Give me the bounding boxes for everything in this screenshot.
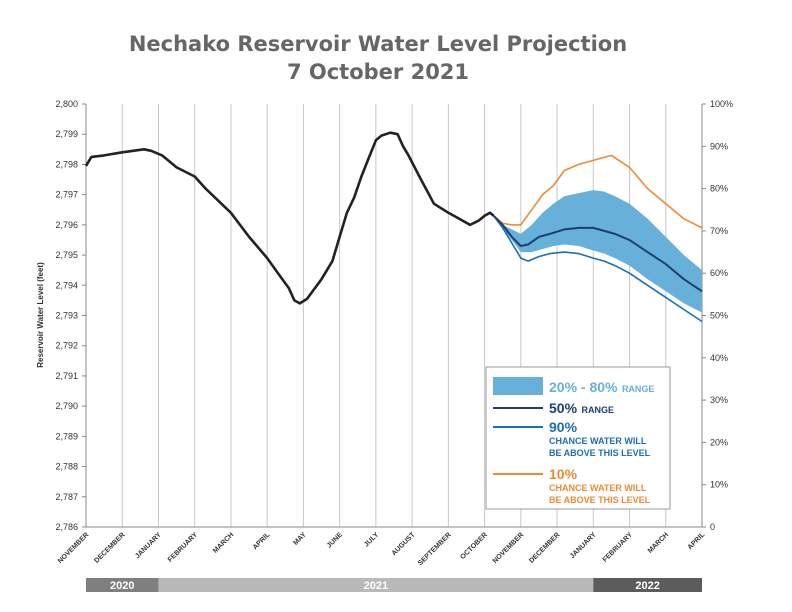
legend-band-label: 20% - 80% RANGE	[549, 379, 654, 396]
x-tick-label: APRIL	[252, 531, 272, 551]
x-axis: NOVEMBER DECEMBER JANUARY FEBRUARY MARCH APRI…	[57, 531, 707, 567]
y-tick-label: 2,791	[55, 371, 78, 381]
y-axis-label: Reservoir Water Level (feet)	[36, 262, 45, 368]
y2-tick-label: 30%	[710, 395, 728, 405]
y2-tick-label: 100%	[710, 99, 733, 109]
year-label: 2021	[364, 580, 388, 592]
series-line-p90	[492, 215, 703, 323]
y2-tick-label: 80%	[710, 184, 728, 194]
legend-p10-line2: BE ABOVE THIS LEVEL	[549, 495, 651, 505]
x-tick-label: DECEMBER	[93, 531, 126, 564]
legend-p90-line1: CHANCE WATER WILL	[549, 436, 647, 446]
legend-p10-line1: CHANCE WATER WILL	[549, 483, 647, 493]
y-tick-label: 2,795	[55, 250, 78, 260]
y2-tick-label: 20%	[710, 437, 728, 447]
legend-p50-label: 50% RANGE	[549, 400, 614, 417]
y-axis-left: 2,786 2,787 2,788 2,789 2,790 2,791 2,792 2,793…	[55, 99, 86, 532]
y-tick-label: 2,799	[55, 129, 78, 139]
y2-tick-label: 70%	[710, 226, 728, 236]
chart-title-line2: 7 October 2021	[287, 60, 469, 84]
year-bar: 2020 2021 2022	[86, 578, 702, 592]
y2-tick-label: 10%	[710, 480, 728, 490]
legend-band-swatch	[493, 377, 543, 395]
x-tick-label: JANUARY	[134, 531, 163, 560]
x-tick-label: JULY	[363, 531, 380, 548]
year-label: 2020	[110, 580, 134, 592]
series-line-history	[84, 131, 495, 305]
band-20-80	[493, 190, 702, 313]
y-tick-label: 2,790	[55, 401, 78, 411]
series-line-p10	[493, 154, 703, 229]
y2-tick-label: 90%	[710, 141, 728, 151]
y2-tick-label: 60%	[710, 268, 728, 278]
x-tick-label: DECEMBER	[528, 531, 561, 564]
x-tick-label: OCTOBER	[459, 531, 489, 561]
x-tick-label: APRIL	[687, 531, 707, 551]
x-tick-label: JUNE	[326, 531, 344, 549]
x-tick-label: AUGUST	[391, 531, 417, 557]
x-tick-label: NOVEMBER	[492, 531, 526, 565]
y-tick-label: 2,796	[55, 220, 78, 230]
x-tick-label: SEPTEMBER	[417, 531, 453, 567]
x-tick-label: JANUARY	[569, 531, 598, 560]
x-tick-label: MARCH	[212, 531, 235, 554]
year-label: 2022	[635, 580, 659, 592]
year-segment	[158, 578, 594, 592]
y-tick-label: 2,797	[55, 190, 78, 200]
legend-p10-label: 10%	[549, 466, 578, 482]
y-tick-label: 2,787	[55, 492, 78, 502]
y2-tick-label: 50%	[710, 311, 728, 321]
y2-tick-label: 40%	[710, 353, 728, 363]
x-tick-label: MAY	[292, 531, 308, 547]
x-tick-label: FEBRUARY	[167, 531, 199, 563]
y-axis-right: 0 10% 20% 30% 40% 50% 60% 70% 80% 90% 100%	[702, 99, 733, 532]
x-tick-label: MARCH	[647, 531, 670, 554]
series-layer	[84, 131, 703, 323]
legend-p90-label: 90%	[549, 419, 578, 435]
series-line-p50	[492, 215, 703, 293]
year-segment	[593, 578, 702, 592]
y-tick-label: 2,786	[55, 522, 78, 532]
chart-title-line1: Nechako Reservoir Water Level Projection	[129, 32, 627, 56]
y-tick-label: 2,789	[55, 431, 78, 441]
y-tick-label: 2,792	[55, 341, 78, 351]
y-tick-label: 2,793	[55, 311, 78, 321]
y-tick-label: 2,800	[55, 99, 78, 109]
legend-p90-line2: BE ABOVE THIS LEVEL	[549, 448, 651, 458]
y2-tick-label: 0	[710, 522, 715, 532]
x-tick-label: NOVEMBER	[57, 531, 91, 565]
year-segment	[86, 578, 159, 592]
y-tick-label: 2,788	[55, 462, 78, 472]
y-tick-label: 2,798	[55, 159, 78, 169]
legend: 20% - 80% RANGE 50% RANGE 90% CHANCE WAT…	[485, 366, 671, 510]
x-tick-label: FEBRUARY	[602, 531, 634, 563]
y-tick-label: 2,794	[55, 280, 78, 290]
